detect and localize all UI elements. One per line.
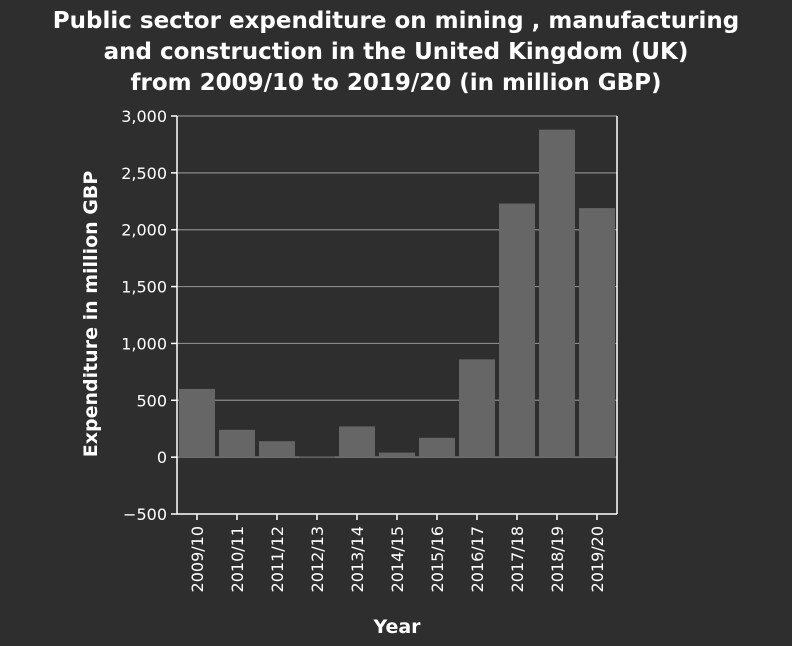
y-tick-label: 2,000 xyxy=(121,221,167,240)
tick-labels: −500 0 500 1,000 1,500 2,000 2,500 3,000 2009/10… xyxy=(121,107,607,592)
x-tick-label: 2017/18 xyxy=(508,526,527,592)
y-tick-label: 1,000 xyxy=(121,334,167,353)
y-tick-label: −500 xyxy=(123,505,167,524)
x-tick-label: 2016/17 xyxy=(468,526,487,592)
chart-title-line-1: Public sector expenditure on mining , ma… xyxy=(52,8,740,34)
y-tick-label: 0 xyxy=(157,448,167,467)
bar xyxy=(459,359,495,458)
y-axis-label: Expenditure in million GBP xyxy=(80,171,102,458)
y-tick-label: 500 xyxy=(136,391,167,410)
axes xyxy=(171,115,618,520)
x-tick-label: 2010/11 xyxy=(228,526,247,592)
x-tick-label: 2018/19 xyxy=(548,526,567,592)
chart-title-line-2: and construction in the United Kingdom (… xyxy=(103,39,689,65)
x-tick-label: 2013/14 xyxy=(348,526,367,592)
y-tick-label: 1,500 xyxy=(121,278,167,297)
bar xyxy=(219,429,255,458)
bars xyxy=(179,129,615,458)
chart-title-line-3: from 2009/10 to 2019/20 (in million GBP) xyxy=(130,70,662,96)
y-tick-label: 2,500 xyxy=(121,164,167,183)
x-tick-label: 2009/10 xyxy=(188,526,207,592)
x-tick-label: 2015/16 xyxy=(428,526,447,592)
x-tick-label: 2012/13 xyxy=(308,526,327,592)
bar xyxy=(339,426,375,458)
bar xyxy=(499,203,535,458)
chart-title: Public sector expenditure on mining , ma… xyxy=(0,6,792,99)
bar xyxy=(179,388,215,458)
bar xyxy=(539,129,575,458)
x-tick-label: 2014/15 xyxy=(388,526,407,592)
bar xyxy=(259,441,295,458)
y-tick-label: 3,000 xyxy=(121,107,167,126)
bar xyxy=(299,456,335,458)
x-tick-label: 2011/12 xyxy=(268,526,287,592)
x-axis-label: Year xyxy=(372,616,421,638)
x-tick-label: 2019/20 xyxy=(588,526,607,592)
bar xyxy=(419,437,455,458)
bar xyxy=(579,208,615,458)
bar xyxy=(379,452,415,458)
